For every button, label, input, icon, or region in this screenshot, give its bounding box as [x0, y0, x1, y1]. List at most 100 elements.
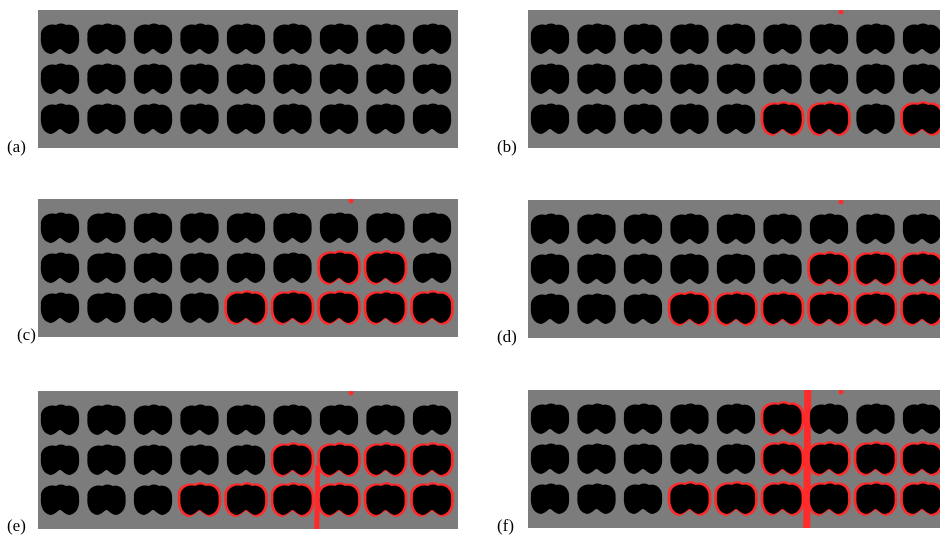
hole: [763, 63, 802, 94]
hole: [40, 292, 80, 323]
hole-shape: [716, 103, 756, 134]
hole-shape: [87, 404, 126, 435]
hole-shape: [902, 293, 940, 324]
hole: [87, 63, 126, 94]
hole: [900, 251, 940, 286]
hole-grid: [40, 199, 454, 325]
hole-shape: [670, 23, 709, 54]
hole-shape: [716, 213, 756, 244]
hole-shape: [180, 444, 219, 475]
panel-label-d: (d): [497, 327, 517, 346]
hole: [87, 103, 126, 134]
hole-shape: [412, 484, 452, 515]
hole: [623, 213, 663, 244]
hole-shape: [133, 484, 173, 515]
hole-shape: [412, 404, 452, 435]
hole: [226, 444, 266, 475]
hole: [410, 442, 454, 477]
hole: [763, 213, 802, 244]
hole: [716, 443, 756, 474]
hole-shape: [273, 484, 312, 515]
hole-shape: [87, 292, 126, 323]
hole-shape: [40, 252, 80, 283]
hole: [412, 63, 452, 94]
hole: [40, 484, 80, 515]
hole-shape: [763, 443, 802, 474]
hole-shape: [366, 23, 405, 54]
hole-shape: [716, 403, 756, 434]
hole-shape: [530, 213, 570, 244]
hole: [856, 103, 895, 134]
hole: [40, 63, 80, 94]
hole-shape: [902, 483, 940, 514]
hole-shape: [902, 23, 940, 54]
hole-shape: [577, 63, 616, 94]
hole-shape: [623, 23, 663, 54]
hole-shape: [226, 23, 266, 54]
hole: [133, 23, 173, 54]
hole-shape: [366, 484, 405, 515]
hole: [87, 292, 126, 323]
hole: [577, 403, 616, 434]
hole-shape: [530, 253, 570, 284]
hole: [180, 212, 219, 243]
panel-label-a: (a): [7, 137, 26, 156]
hole-shape: [226, 484, 266, 515]
hole: [366, 103, 405, 134]
hole-shape: [87, 63, 126, 94]
hole-shape: [763, 213, 802, 244]
hole: [180, 63, 219, 94]
hole: [363, 482, 408, 517]
hole: [180, 103, 219, 134]
hole: [410, 290, 454, 325]
hole: [902, 403, 940, 434]
hole-shape: [809, 253, 849, 284]
hole: [226, 63, 266, 94]
panel-f: [528, 390, 940, 528]
hole-shape: [226, 292, 266, 323]
hole: [87, 444, 126, 475]
hole: [40, 23, 80, 54]
hole: [530, 443, 570, 474]
hole-shape: [226, 252, 266, 283]
hole: [577, 483, 616, 514]
hole-shape: [856, 253, 895, 284]
hole: [623, 253, 663, 284]
hole: [856, 403, 895, 434]
hole-shape: [763, 403, 802, 434]
hole-shape: [412, 103, 452, 134]
hole: [530, 213, 570, 244]
hole: [760, 101, 805, 136]
hole: [273, 63, 312, 94]
hole: [133, 212, 173, 243]
hole-shape: [623, 293, 663, 324]
hole: [807, 481, 851, 516]
hole-shape: [670, 483, 709, 514]
hole-shape: [40, 484, 80, 515]
hole: [716, 23, 756, 54]
hole: [270, 290, 315, 325]
hole-shape: [87, 103, 126, 134]
hole: [363, 250, 408, 285]
hole-shape: [319, 103, 359, 134]
hole-shape: [623, 443, 663, 474]
hole: [226, 404, 266, 435]
hole-shape: [180, 212, 219, 243]
hole-shape: [226, 404, 266, 435]
hole: [133, 103, 173, 134]
hole-shape: [412, 252, 452, 283]
hole-shape: [902, 253, 940, 284]
hole: [667, 481, 712, 516]
hole: [530, 23, 570, 54]
hole: [623, 403, 663, 434]
hole-shape: [180, 23, 219, 54]
hole: [410, 482, 454, 517]
hole-shape: [623, 403, 663, 434]
hole: [412, 23, 452, 54]
hole-shape: [87, 23, 126, 54]
hole: [807, 441, 851, 476]
hole-shape: [623, 253, 663, 284]
hole: [902, 213, 940, 244]
hole-shape: [902, 63, 940, 94]
hole: [87, 212, 126, 243]
